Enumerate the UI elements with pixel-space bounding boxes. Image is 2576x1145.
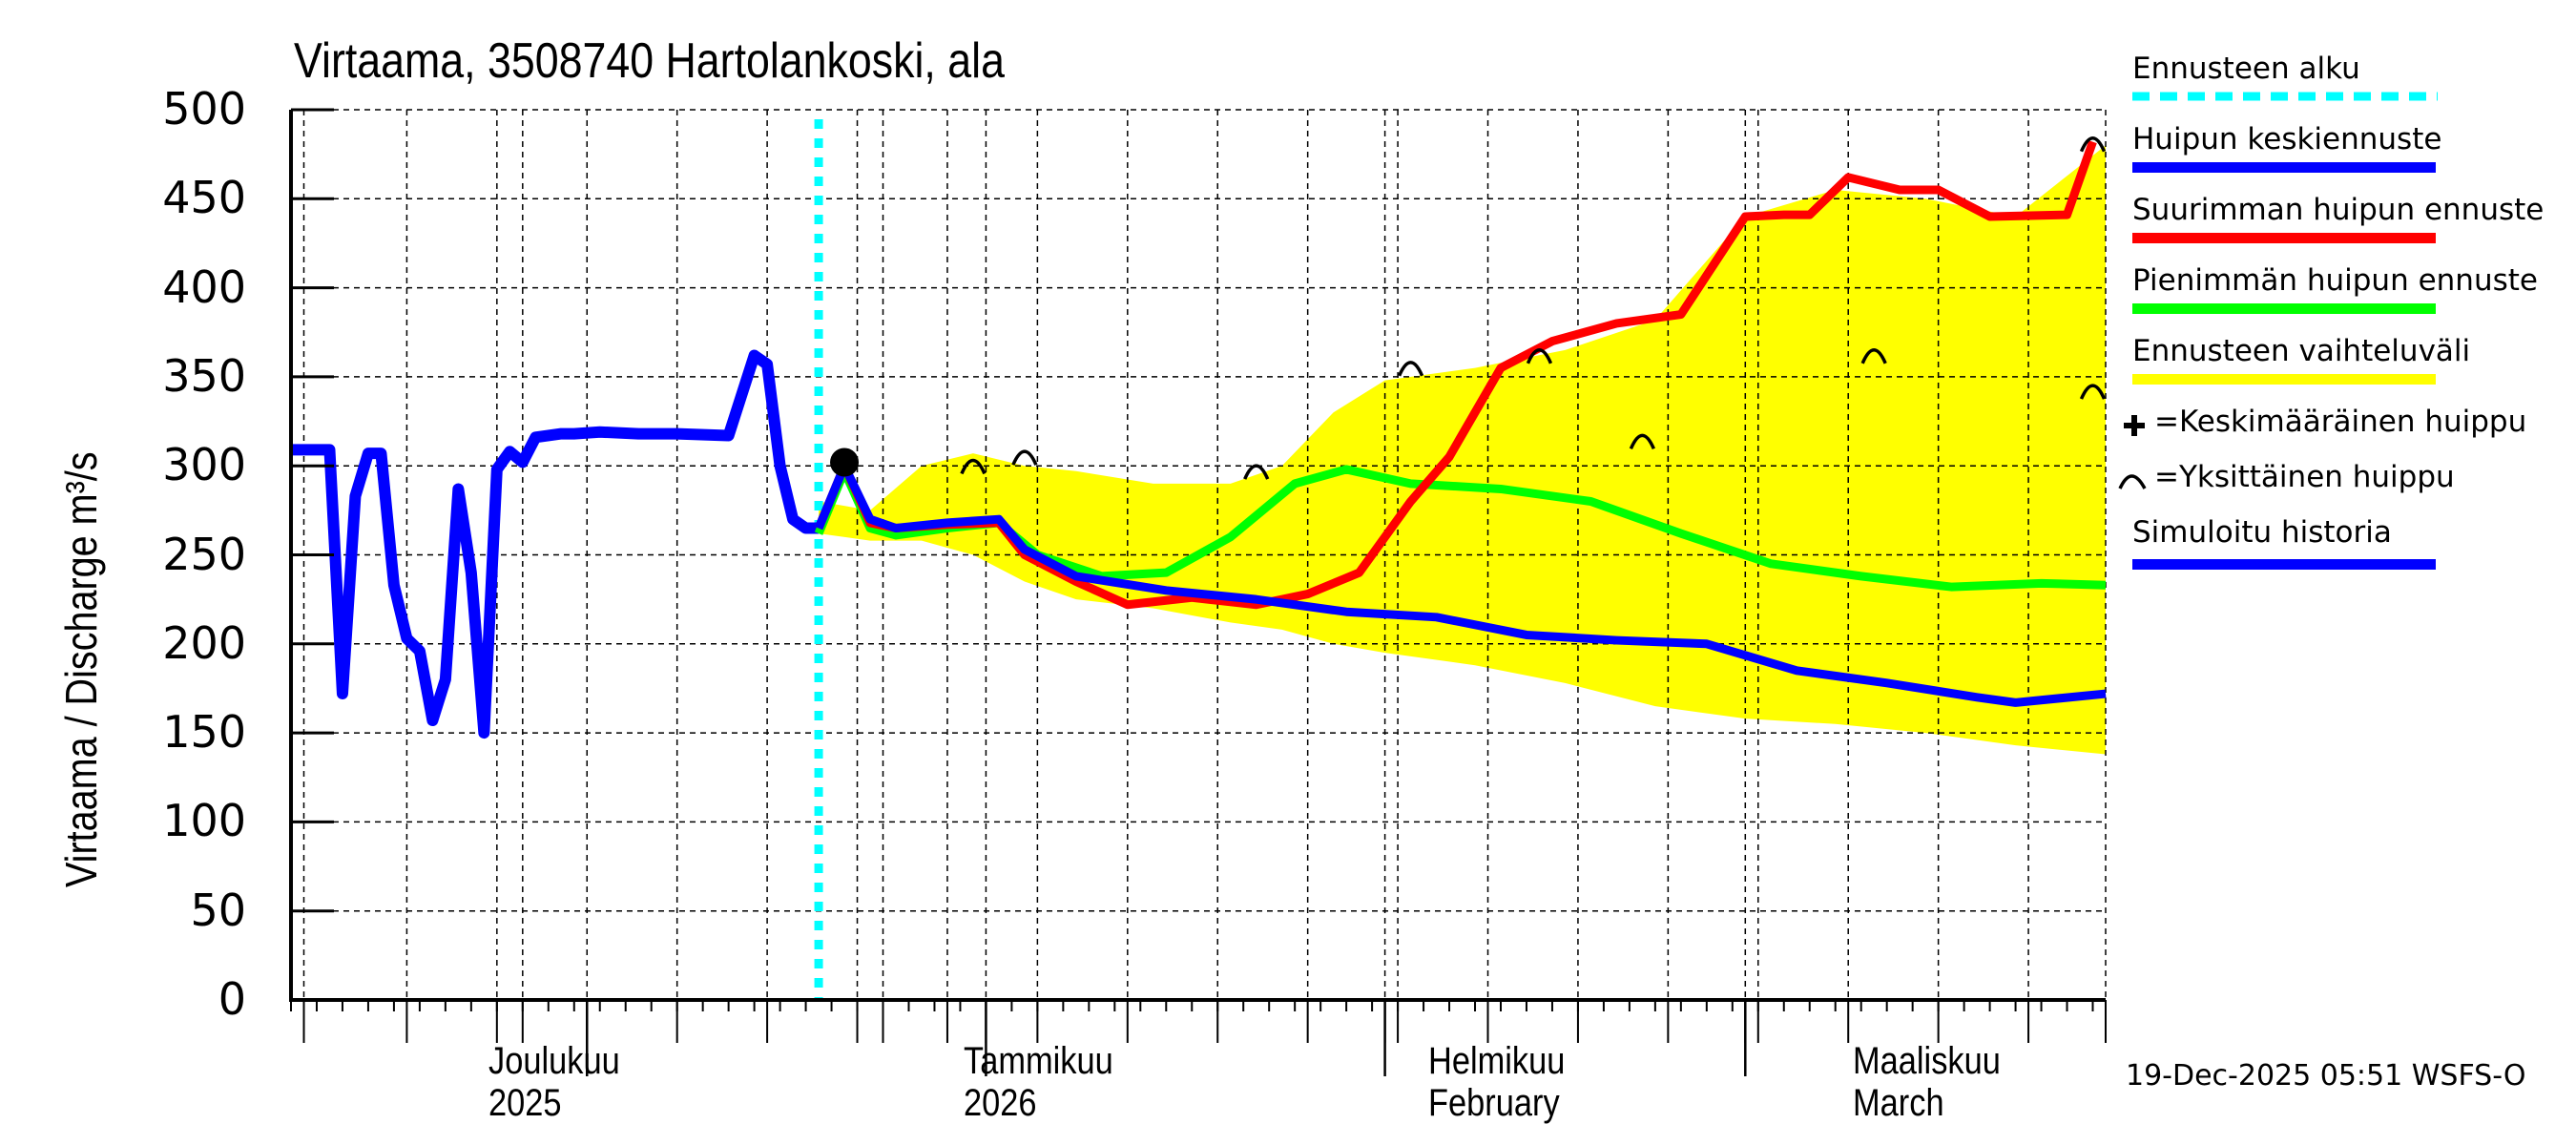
legend-single-peak-marker: =Yksittäinen huippu <box>2154 460 2455 494</box>
single-peak-marker <box>1860 348 1887 364</box>
month-year: 2025 <box>488 1082 562 1124</box>
x-month-label-december: Joulukuu 2025 <box>488 1040 620 1124</box>
average-peak-marker <box>830 448 860 477</box>
month-english: February <box>1428 1082 1560 1124</box>
single-peak-marker <box>960 458 987 475</box>
legend-forecast-start: Ennusteen alku <box>2132 52 2360 86</box>
single-peak-marker <box>1526 348 1553 364</box>
legend-swatch-history <box>2132 559 2436 570</box>
y-tick-label: 400 <box>162 260 246 313</box>
month-name: Joulukuu <box>488 1040 620 1082</box>
single-peak-marker <box>1011 449 1038 466</box>
y-tick-label: 0 <box>218 973 246 1025</box>
arc-peak-icon <box>2118 474 2147 489</box>
range-polygon <box>819 145 2106 755</box>
month-name: Tammikuu <box>964 1040 1113 1082</box>
legend-max-peak: Suurimman huipun ennuste <box>2132 193 2545 227</box>
y-tick-label: 350 <box>162 349 246 402</box>
x-month-label-february: Helmikuu February <box>1428 1040 1565 1124</box>
series-pienimm-n-huipun-ennuste <box>814 465 2107 592</box>
legend-swatch-min <box>2132 303 2436 314</box>
y-tick-label: 300 <box>162 439 246 491</box>
single-peak-marker <box>1243 464 1270 480</box>
legend-min-peak: Pienimmän huipun ennuste <box>2132 263 2538 298</box>
y-tick-label: 200 <box>162 616 246 669</box>
legend-sim-history: Simuloitu historia <box>2132 515 2392 550</box>
legend-swatch-mean <box>2132 162 2436 173</box>
series-huipun-keskiennuste <box>814 461 2107 707</box>
plus-icon <box>2124 415 2145 436</box>
series-simuloitu-historia <box>291 349 820 739</box>
timestamp-footer: 19-Dec-2025 05:51 WSFS-O <box>2126 1059 2526 1093</box>
y-tick-label: 50 <box>190 884 246 936</box>
series-lines <box>291 140 2107 739</box>
y-tick-label: 100 <box>162 795 246 847</box>
peak-markers <box>830 136 2107 480</box>
chart-title: Virtaama, 3508740 Hartolankoski, ala <box>294 33 1005 89</box>
month-name: Helmikuu <box>1428 1040 1566 1082</box>
month-name: Maaliskuu <box>1853 1040 2001 1082</box>
y-tick-label: 250 <box>162 528 246 580</box>
y-tick-label: 150 <box>162 706 246 759</box>
grid-lines <box>291 109 2107 1000</box>
single-peak-marker <box>2079 136 2107 153</box>
forecast-range-area <box>819 145 2106 755</box>
y-tick-label: 450 <box>162 172 246 224</box>
single-peak-marker <box>1397 361 1424 377</box>
legend-mean-peak: Huipun keskiennuste <box>2132 122 2442 156</box>
y-tick-label: 500 <box>162 83 246 135</box>
legend-range: Ennusteen vaihteluväli <box>2132 334 2471 368</box>
month-year: 2026 <box>964 1082 1037 1124</box>
y-axis-label: Virtaama / Discharge m³/s <box>56 451 106 887</box>
legend-swatch-range <box>2132 374 2436 385</box>
legend-swatch-max <box>2132 233 2436 243</box>
single-peak-marker <box>1629 433 1655 450</box>
single-peak-marker <box>2079 384 2107 400</box>
legend-swatches <box>2118 92 2438 570</box>
x-month-label-january: Tammikuu 2026 <box>964 1040 1113 1124</box>
x-month-label-march: Maaliskuu March <box>1853 1040 2001 1124</box>
axes <box>289 108 2107 1076</box>
month-english: March <box>1853 1082 1944 1124</box>
legend-average-peak-marker: =Keskimääräinen huippu <box>2154 405 2527 439</box>
